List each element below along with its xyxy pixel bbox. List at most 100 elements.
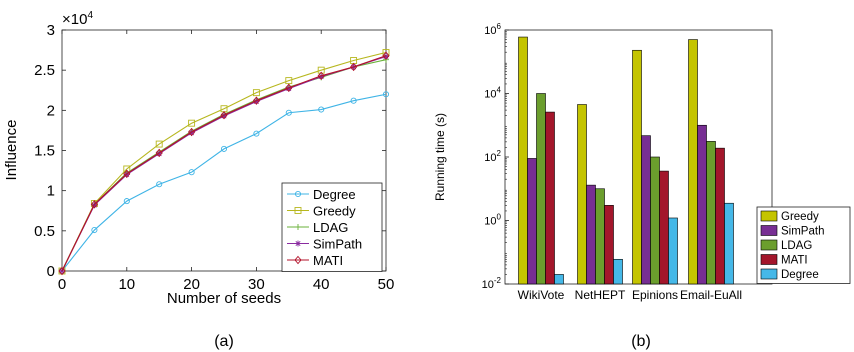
line-degree [61,93,387,272]
legend-marker-greedy [294,207,302,214]
bar-ldag-email-euall [706,141,716,285]
bar-simpath-email-euall [697,124,707,285]
point-simpath [285,85,292,92]
x-tick-label-a: 30 [248,276,265,293]
series-mati [58,51,390,276]
point-degree [220,145,228,152]
legend-marker-ldag [295,224,301,230]
point-simpath [221,112,227,119]
legend-label-simpath: SimPath [313,237,362,252]
legend-label-mati: MATI [313,253,343,268]
legend-marker-degree [294,190,302,198]
y-tick-label-b: 102 [484,149,501,164]
point-mati [220,110,228,120]
y-tick-label-a: 1 [47,183,55,200]
legend-label-simpath: SimPath [781,226,824,238]
point-mati [90,200,98,209]
x-tick-label-a: 10 [118,276,135,293]
point-degree [253,130,260,137]
point-degree [382,91,390,98]
legend-label-greedy: Greedy [313,204,356,219]
bar-greedy-wikivote [518,36,528,285]
influence-line-chart: 0 10 20 30 40 50 0 0.5 1 1.5 2 2.5 3 Influence Numbe… [3,10,394,350]
x-tick-label-b: NetHEPT [575,288,626,302]
bar-degree-epinions [668,217,678,285]
legend-label-mati: MATI [781,255,808,267]
legend-label-degree: Degree [313,187,356,202]
legend-swatch-greedy [760,210,778,222]
bar-mati-wikivote [545,111,555,285]
bar-ldag-wikivote [536,93,546,285]
bar-ldag-nethept [595,188,605,285]
legend-label-ldag: LDAG [313,220,348,235]
x-tick-label-b: WikiVote [518,288,565,302]
bar-ldag-epinions [650,156,660,285]
point-simpath [383,53,389,60]
point-mati [382,51,390,60]
point-greedy [317,66,325,74]
bar-mati-email-euall [715,147,725,285]
bar-greedy-email-euall [688,39,698,285]
point-degree [188,169,195,176]
y-tick-label-a: 2 [47,102,55,119]
point-mati [58,266,66,276]
point-mati [252,96,260,105]
legend-marker-mati [294,255,302,265]
legend-label-ldag: LDAG [781,240,812,252]
y-tick-label-b: 106 [484,22,501,37]
bar-simpath-epinions [641,135,651,285]
point-greedy [188,119,196,127]
y-tick-label-b: 104 [484,86,501,101]
point-degree [318,106,325,113]
bar-mati-epinions [659,170,669,285]
bar-greedy-nethept [577,104,587,285]
line-mati [61,55,387,272]
legend-label-greedy: Greedy [781,211,819,223]
y-axis-label-b: Running time (s) [433,113,447,201]
bar-simpath-wikivote [527,158,537,285]
point-mati [155,148,163,158]
y-tick-label-a: 3 [47,22,55,39]
point-degree [123,198,130,205]
legend-marker-simpath [295,240,301,247]
point-mati [188,127,196,137]
x-tick-label-a: 20 [183,276,200,293]
x-tick-label-b: Email-EuAll [680,288,742,302]
line-greedy [61,51,387,272]
point-mati [285,83,293,93]
point-simpath [318,73,325,80]
y-axis-label-a: Influence [3,120,20,181]
panel-label-b: (b) [631,333,651,350]
bar-mati-nethept [604,205,614,285]
y-tick-label-b: 10-2 [482,276,502,291]
running-time-bar-chart: 10-2 100 102 104 106 WikiVote NetHEPT Epinions E… [433,22,851,350]
y-tick-label-a: 2.5 [34,62,55,79]
x-tick-label-a: 50 [378,276,395,293]
x-tick-label-b: Epinions [632,288,678,302]
point-simpath [123,171,130,178]
y-multiplier: ×104 [62,10,93,28]
bar-degree-wikivote [554,274,564,285]
bar-simpath-nethept [586,184,596,285]
y-tick-label-a: 0.5 [34,223,55,240]
point-simpath [188,129,195,136]
point-degree [350,97,357,104]
point-simpath [156,150,163,157]
point-mati [350,62,358,72]
point-degree [156,181,163,188]
x-tick-label-a: 40 [313,276,330,293]
legend-label-degree: Degree [781,269,819,281]
legend-swatch-simpath [760,225,778,236]
legend-swatch-mati [760,254,778,265]
y-tick-label-b: 100 [484,213,501,228]
point-simpath [253,98,260,105]
point-mati [317,71,325,80]
bar-degree-email-euall [724,202,734,285]
legend-b: Greedy SimPath LDAG MATI Degree [756,206,851,284]
point-greedy [285,77,293,85]
x-tick-label-a: 0 [58,276,66,293]
point-greedy [155,140,163,148]
y-tick-label-a: 1.5 [34,143,55,160]
